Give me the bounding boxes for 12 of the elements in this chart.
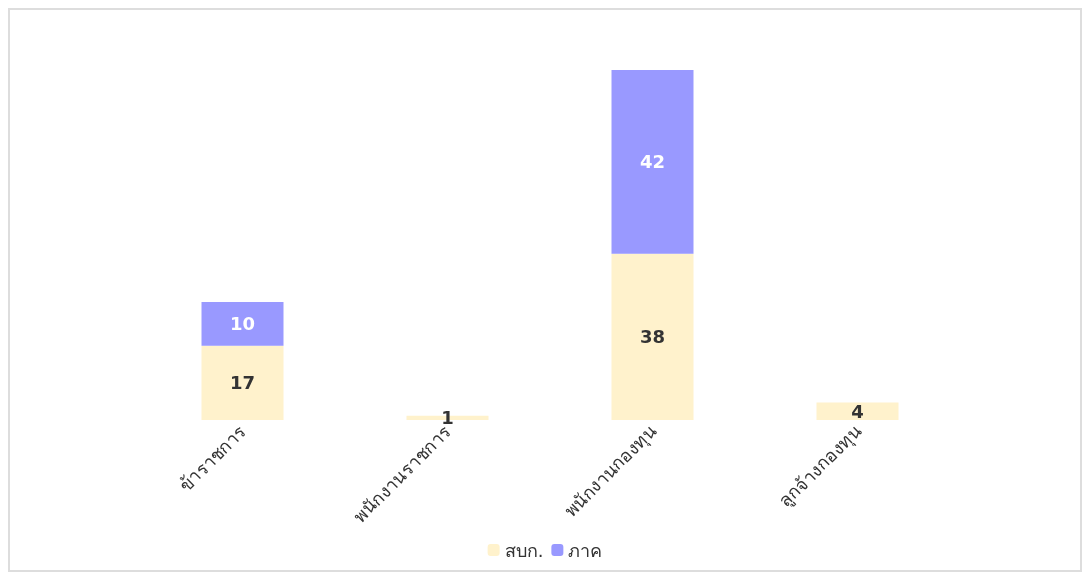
bar	[611, 70, 694, 254]
legend-label: ภาค	[568, 539, 603, 561]
data-label: 4	[851, 400, 864, 422]
data-label: 42	[639, 151, 666, 173]
bar	[611, 253, 694, 420]
data-label: 38	[639, 326, 666, 348]
bar	[816, 402, 899, 420]
legend-label: สบก.	[504, 539, 544, 561]
data-label: 10	[229, 313, 256, 335]
bar	[201, 301, 284, 346]
data-label: 17	[229, 372, 256, 394]
bar	[201, 345, 284, 420]
